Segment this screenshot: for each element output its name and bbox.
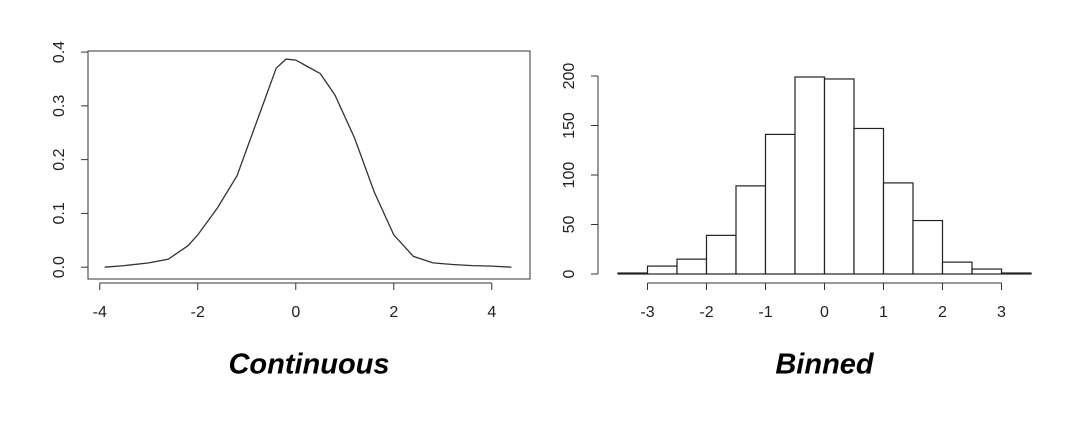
- x-tick-label: -2: [699, 304, 713, 321]
- y-tick-label: 0.3: [51, 95, 68, 117]
- chart-title: Binned: [775, 349, 875, 381]
- x-tick-label: -4: [93, 304, 107, 321]
- x-tick-label: 2: [938, 304, 947, 321]
- y-tick-label: 0.2: [51, 148, 68, 170]
- bar: [764, 133, 796, 275]
- x-tick-label: 0: [820, 304, 829, 321]
- y-tick-label: 150: [561, 112, 578, 139]
- x-tick-label: 4: [487, 304, 496, 321]
- plot-frame: [87, 50, 531, 280]
- bar: [1000, 272, 1032, 275]
- x-tick-label: 3: [997, 304, 1006, 321]
- x-tick-label: -2: [191, 304, 205, 321]
- y-tick-label: 0.4: [51, 41, 68, 63]
- bar: [705, 234, 737, 275]
- bar: [941, 261, 973, 275]
- x-tick-label: 0: [291, 304, 300, 321]
- y-tick-label: 0.1: [51, 202, 68, 224]
- y-tick-label: 50: [561, 216, 578, 234]
- x-tick-label: 1: [879, 304, 888, 321]
- x-tick-label: 2: [389, 304, 398, 321]
- bar: [794, 76, 826, 275]
- bar: [823, 78, 855, 275]
- bar: [735, 185, 767, 275]
- chart-title: Continuous: [228, 349, 389, 381]
- y-tick-label: 200: [561, 63, 578, 90]
- x-tick-label: -1: [758, 304, 772, 321]
- bar: [882, 182, 914, 275]
- bar: [676, 258, 708, 275]
- x-tick-label: -3: [640, 304, 654, 321]
- bar: [971, 268, 1003, 275]
- bar: [646, 265, 678, 275]
- y-tick-label: 0: [561, 269, 578, 278]
- bar: [853, 127, 885, 275]
- density-line: [104, 58, 512, 268]
- bar: [912, 219, 944, 275]
- bar: [617, 272, 649, 275]
- y-tick-label: 0.0: [51, 256, 68, 278]
- y-tick-label: 100: [561, 162, 578, 189]
